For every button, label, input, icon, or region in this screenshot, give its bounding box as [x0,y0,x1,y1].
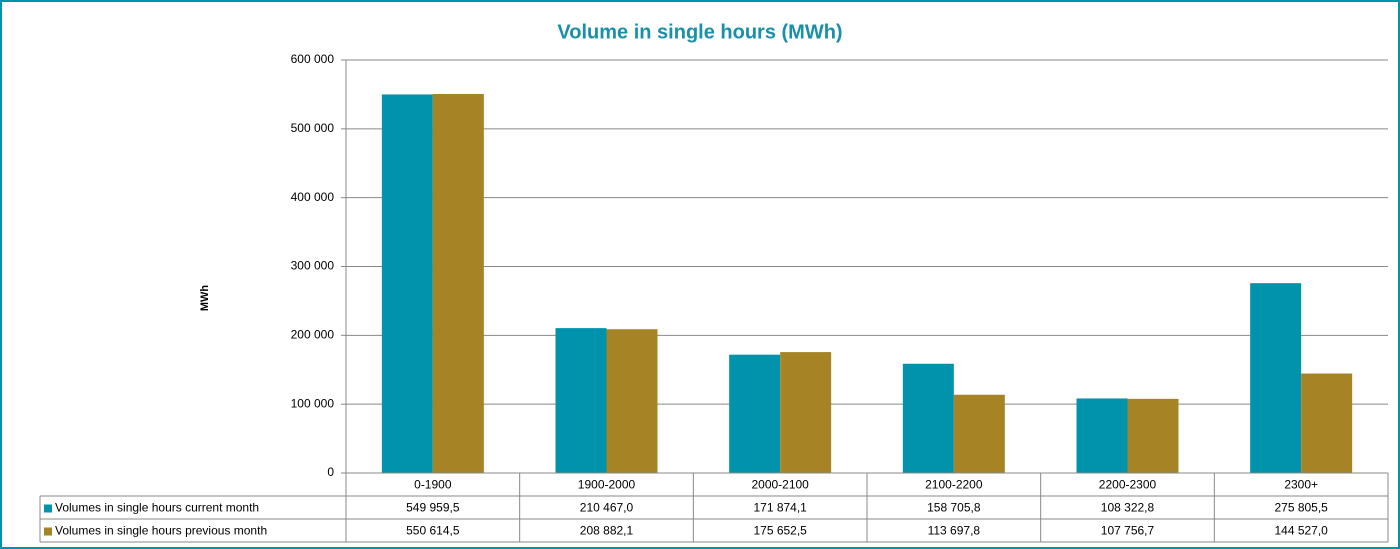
legend-swatch [44,527,52,536]
bar [381,94,433,473]
table-value: 144 527,0 [1274,524,1328,538]
y-tick-label: 400 000 [291,190,335,204]
table-value: 210 467,0 [580,501,634,515]
y-tick-label: 100 000 [291,396,335,410]
bar [729,354,781,473]
x-tick-label: 2200-2300 [1099,478,1157,492]
bar [1250,283,1302,473]
y-tick-label: 200 000 [291,328,335,342]
table-value: 275 805,5 [1274,501,1328,515]
y-tick-label: 0 [327,465,334,479]
y-tick-label: 500 000 [291,121,335,135]
table-value: 171 874,1 [753,501,807,515]
x-tick-label: 0-1900 [414,478,452,492]
y-tick-label: 600 000 [291,52,335,66]
table-value: 208 882,1 [580,524,634,538]
table-value: 108 322,8 [1101,501,1155,515]
x-tick-label: 2300+ [1284,478,1318,492]
y-tick-label: 300 000 [291,259,335,273]
bar [902,363,954,473]
y-axis-label: MWh [199,285,211,312]
chart-title: Volume in single hours (MWh) [557,21,842,43]
table-value: 175 652,5 [753,524,807,538]
legend-label: Volumes in single hours current month [55,501,259,515]
table-value: 550 614,5 [406,524,460,538]
bar [1301,373,1353,473]
bar [780,352,832,473]
bar [1076,398,1128,473]
bar [432,93,484,473]
table-value: 158 705,8 [927,501,981,515]
bar [606,329,658,473]
table-value: 113 697,8 [928,524,981,538]
x-tick-label: 1900-2000 [578,478,636,492]
bar [953,394,1005,473]
bar [1127,398,1179,473]
legend-swatch [44,504,52,513]
table-value: 107 756,7 [1101,524,1155,538]
bar [555,328,607,473]
x-tick-label: 2000-2100 [751,478,809,492]
x-tick-label: 2100-2200 [925,478,983,492]
legend-label: Volumes in single hours previous month [55,524,267,538]
table-value: 549 959,5 [406,501,460,515]
